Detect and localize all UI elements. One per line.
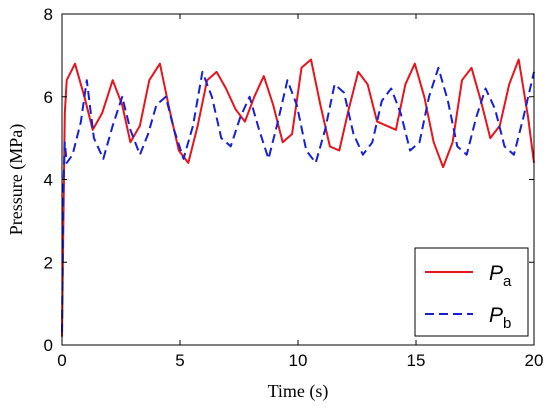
legend-box xyxy=(414,247,529,337)
legend: Pa Pb xyxy=(414,247,529,337)
x-tick-label: 15 xyxy=(407,351,426,370)
y-tick-label: 0 xyxy=(44,336,53,355)
x-tick-label: 20 xyxy=(525,351,544,370)
y-axis-label: Pressure (MPa) xyxy=(6,124,27,235)
x-tick-label: 5 xyxy=(175,351,184,370)
legend-label-Pb: Pb xyxy=(489,304,511,332)
series-line-Pb xyxy=(61,66,535,333)
x-axis-label: Time (s) xyxy=(268,381,329,402)
legend-label-Pa: Pa xyxy=(489,262,512,290)
y-tick-label: 2 xyxy=(44,253,53,272)
y-tick-label: 4 xyxy=(44,171,53,190)
y-tick-label: 6 xyxy=(44,88,53,107)
x-tick-label: 10 xyxy=(289,351,308,370)
x-tick-label: 0 xyxy=(57,351,66,370)
y-tick-label: 8 xyxy=(44,5,53,24)
